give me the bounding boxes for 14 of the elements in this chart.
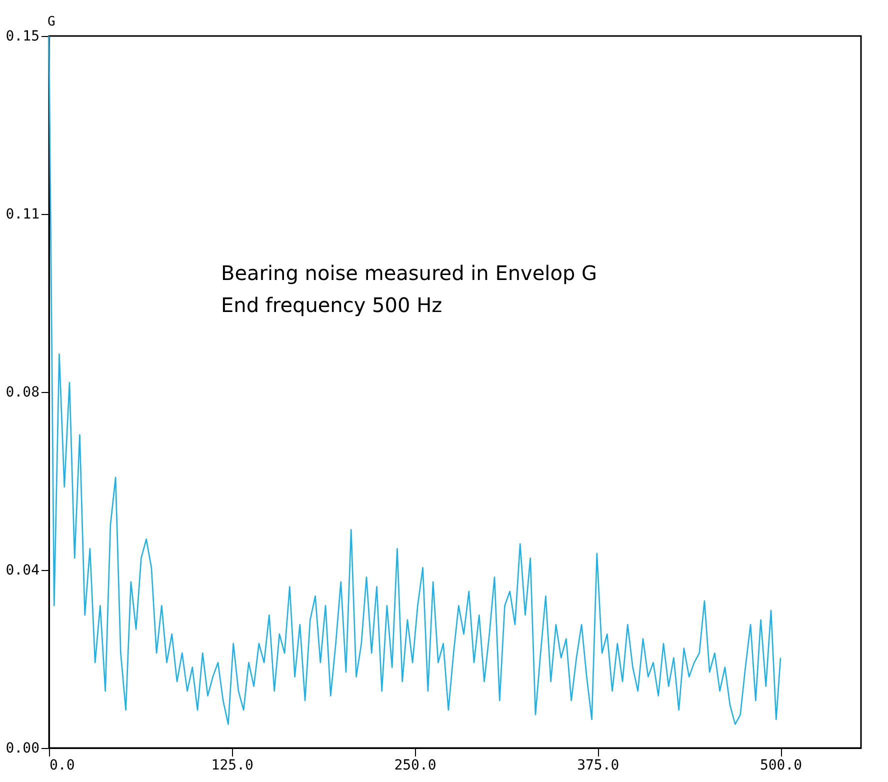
x-tick-label: 125.0 [211, 758, 254, 774]
x-tick-label: 375.0 [577, 758, 620, 774]
y-tick-label: 0.08 [6, 384, 40, 400]
x-tick-label: 500.0 [760, 758, 802, 774]
y-tick-label: 0.15 [6, 28, 40, 44]
annotation: End frequency 500 Hz [221, 293, 442, 317]
y-axis-title: G [48, 14, 56, 30]
line-series [48, 35, 782, 725]
y-tick-label: 0.11 [6, 206, 40, 222]
y-tick-label: 0.00 [6, 740, 40, 756]
annotation: Bearing noise measured in Envelop G [221, 261, 598, 285]
x-tick-label: 0.0 [50, 758, 75, 774]
y-tick-label: 0.04 [6, 562, 40, 578]
x-tick-label: 250.0 [394, 758, 436, 774]
